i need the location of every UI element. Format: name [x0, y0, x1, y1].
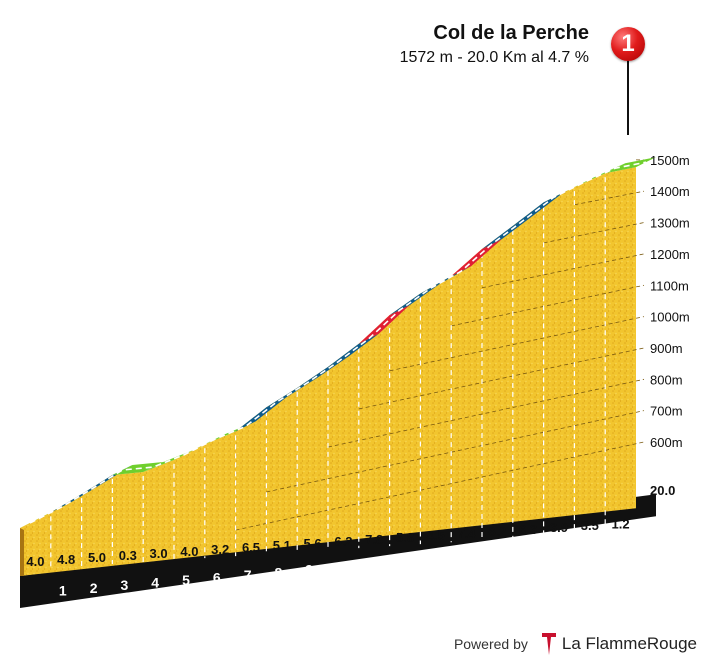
y-tick-label: 700m — [650, 404, 683, 419]
elevation-gridline — [451, 284, 645, 327]
slope-band-segment — [235, 397, 287, 432]
km-tick-label: 5 — [182, 572, 190, 588]
km-gradient-label: 6.3 — [519, 522, 537, 537]
elevation-gridline — [327, 378, 645, 448]
km-tick-label: 3 — [121, 577, 129, 593]
km-gradient-label: 6.5 — [242, 540, 260, 555]
climb-title: Col de la Perche — [433, 22, 589, 44]
terrain-left-edge — [20, 528, 24, 576]
km-gradient-label: 1.2 — [612, 516, 630, 531]
summit-pin-icon: 1 — [611, 27, 645, 61]
slope-band-segment — [605, 157, 656, 174]
elevation-gridline — [574, 190, 645, 206]
y-tick-label: 600m — [650, 435, 683, 450]
y-tick-label: 1000m — [650, 310, 690, 325]
km-gradient-label: 5.0 — [88, 550, 106, 565]
km-gradient-label: 0.3 — [119, 548, 137, 563]
km-gradient-label: 5.6 — [304, 536, 322, 551]
km-gradient-label: 7.4 — [458, 526, 477, 541]
km-tick-label: 14 — [455, 549, 471, 565]
km-tick-label: 7 — [244, 567, 252, 583]
powered-by-label: Powered by — [453, 636, 528, 652]
km-tick-label: 18 — [579, 538, 595, 554]
km-tick-label: 17 — [548, 541, 564, 557]
y-tick-label: 1300m — [650, 216, 690, 231]
road-centerline — [29, 161, 647, 524]
summit-pin-line — [627, 60, 629, 135]
y-tick-label: 900m — [650, 341, 683, 356]
km-tick-label: 11 — [363, 557, 378, 573]
km-tick-label: 10 — [332, 559, 348, 575]
km-tick-label: 12 — [394, 554, 410, 570]
km-gradient-label: 5.1 — [273, 538, 291, 553]
climb-subtitle: 1572 m - 20.0 Km al 4.7 % — [399, 49, 589, 66]
y-tick-label: 800m — [650, 372, 683, 387]
km-gradient-label: 4.8 — [57, 552, 75, 567]
y-tick-label: 1500m — [650, 153, 690, 168]
km-tick-label: 6 — [213, 569, 221, 585]
elevation-gridline — [266, 410, 645, 493]
km-gradient-label: 3.9 — [550, 520, 568, 535]
km-gradient-label: 3.0 — [150, 546, 168, 561]
km-gradient-label: 6.2 — [334, 534, 352, 549]
footer-attribution: Powered by La FlammeRouge — [454, 633, 697, 655]
y-tick-label: 1400m — [650, 184, 690, 199]
km-gradient-label: 4.0 — [26, 554, 44, 569]
km-gradient-label: 6.2 — [488, 524, 506, 539]
brand-name: La FlammeRouge — [561, 634, 697, 653]
km-tick-label: 15 — [486, 546, 502, 562]
distance-end-label: 20.0 — [650, 483, 675, 498]
km-tick-label: 19 — [609, 536, 625, 552]
km-tick-label: 2 — [90, 580, 98, 596]
elevation-gridline — [389, 316, 645, 372]
km-gradient-label: 5.8 — [396, 530, 414, 545]
km-tick-label: 4 — [151, 575, 159, 591]
y-tick-label: 1200m — [650, 247, 690, 262]
y-tick-label: 1100m — [650, 278, 689, 293]
km-tick-label: 9 — [305, 562, 313, 578]
km-gradient-label: 4.0 — [180, 544, 198, 559]
km-tick-label: 16 — [517, 544, 533, 560]
km-gradient-label: 7.8 — [365, 532, 383, 547]
km-tick-label: 13 — [425, 551, 441, 567]
km-tick-label: 1 — [59, 582, 67, 598]
km-tick-label: 8 — [275, 564, 283, 580]
km-gradient-label: 3.5 — [581, 518, 599, 533]
km-gradient-label: 3.2 — [211, 542, 229, 557]
flamme-rouge-logo-icon — [541, 633, 556, 655]
km-gradient-label: 4.5 — [427, 528, 445, 543]
elevation-gridline — [543, 222, 645, 244]
